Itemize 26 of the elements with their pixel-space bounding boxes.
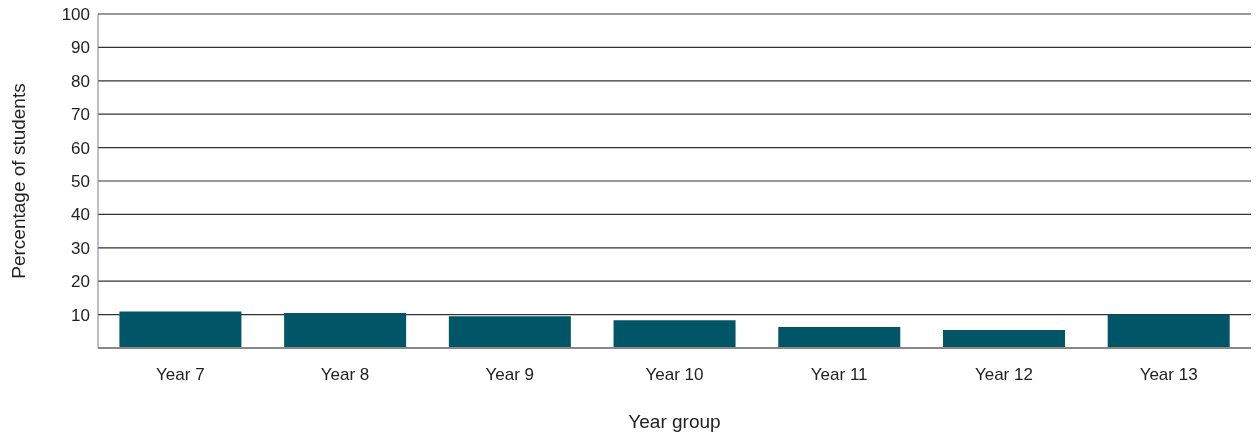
y-tick-label: 80: [71, 71, 90, 91]
x-tick-label: Year 12: [974, 365, 1033, 385]
y-tick-label: 100: [61, 5, 90, 25]
bar: [119, 311, 242, 348]
y-axis-title: Percentage of students: [7, 83, 29, 279]
y-tick-label: 60: [71, 138, 90, 158]
x-tick-label: Year 8: [320, 365, 370, 385]
y-tick-label: 50: [71, 172, 90, 192]
bar: [613, 320, 736, 348]
x-tick-label: Year 9: [485, 365, 535, 385]
x-tick-label: Year 13: [1139, 365, 1198, 385]
y-tick-label: 40: [71, 205, 90, 225]
bar: [448, 316, 571, 348]
bar: [778, 326, 901, 348]
y-tick-label: 90: [71, 38, 90, 58]
y-tick-label: 30: [71, 238, 90, 258]
x-tick-label: Year 10: [645, 365, 704, 385]
y-tick-label: 10: [71, 305, 90, 325]
x-tick-label: Year 11: [810, 365, 868, 385]
x-axis-title: Year group: [628, 411, 721, 432]
bar: [942, 329, 1065, 348]
bar: [1107, 314, 1230, 348]
x-tick-label: Year 7: [156, 365, 205, 385]
bar: [284, 312, 407, 348]
y-tick-label: 70: [71, 105, 90, 125]
y-tick-label: 20: [71, 272, 90, 292]
